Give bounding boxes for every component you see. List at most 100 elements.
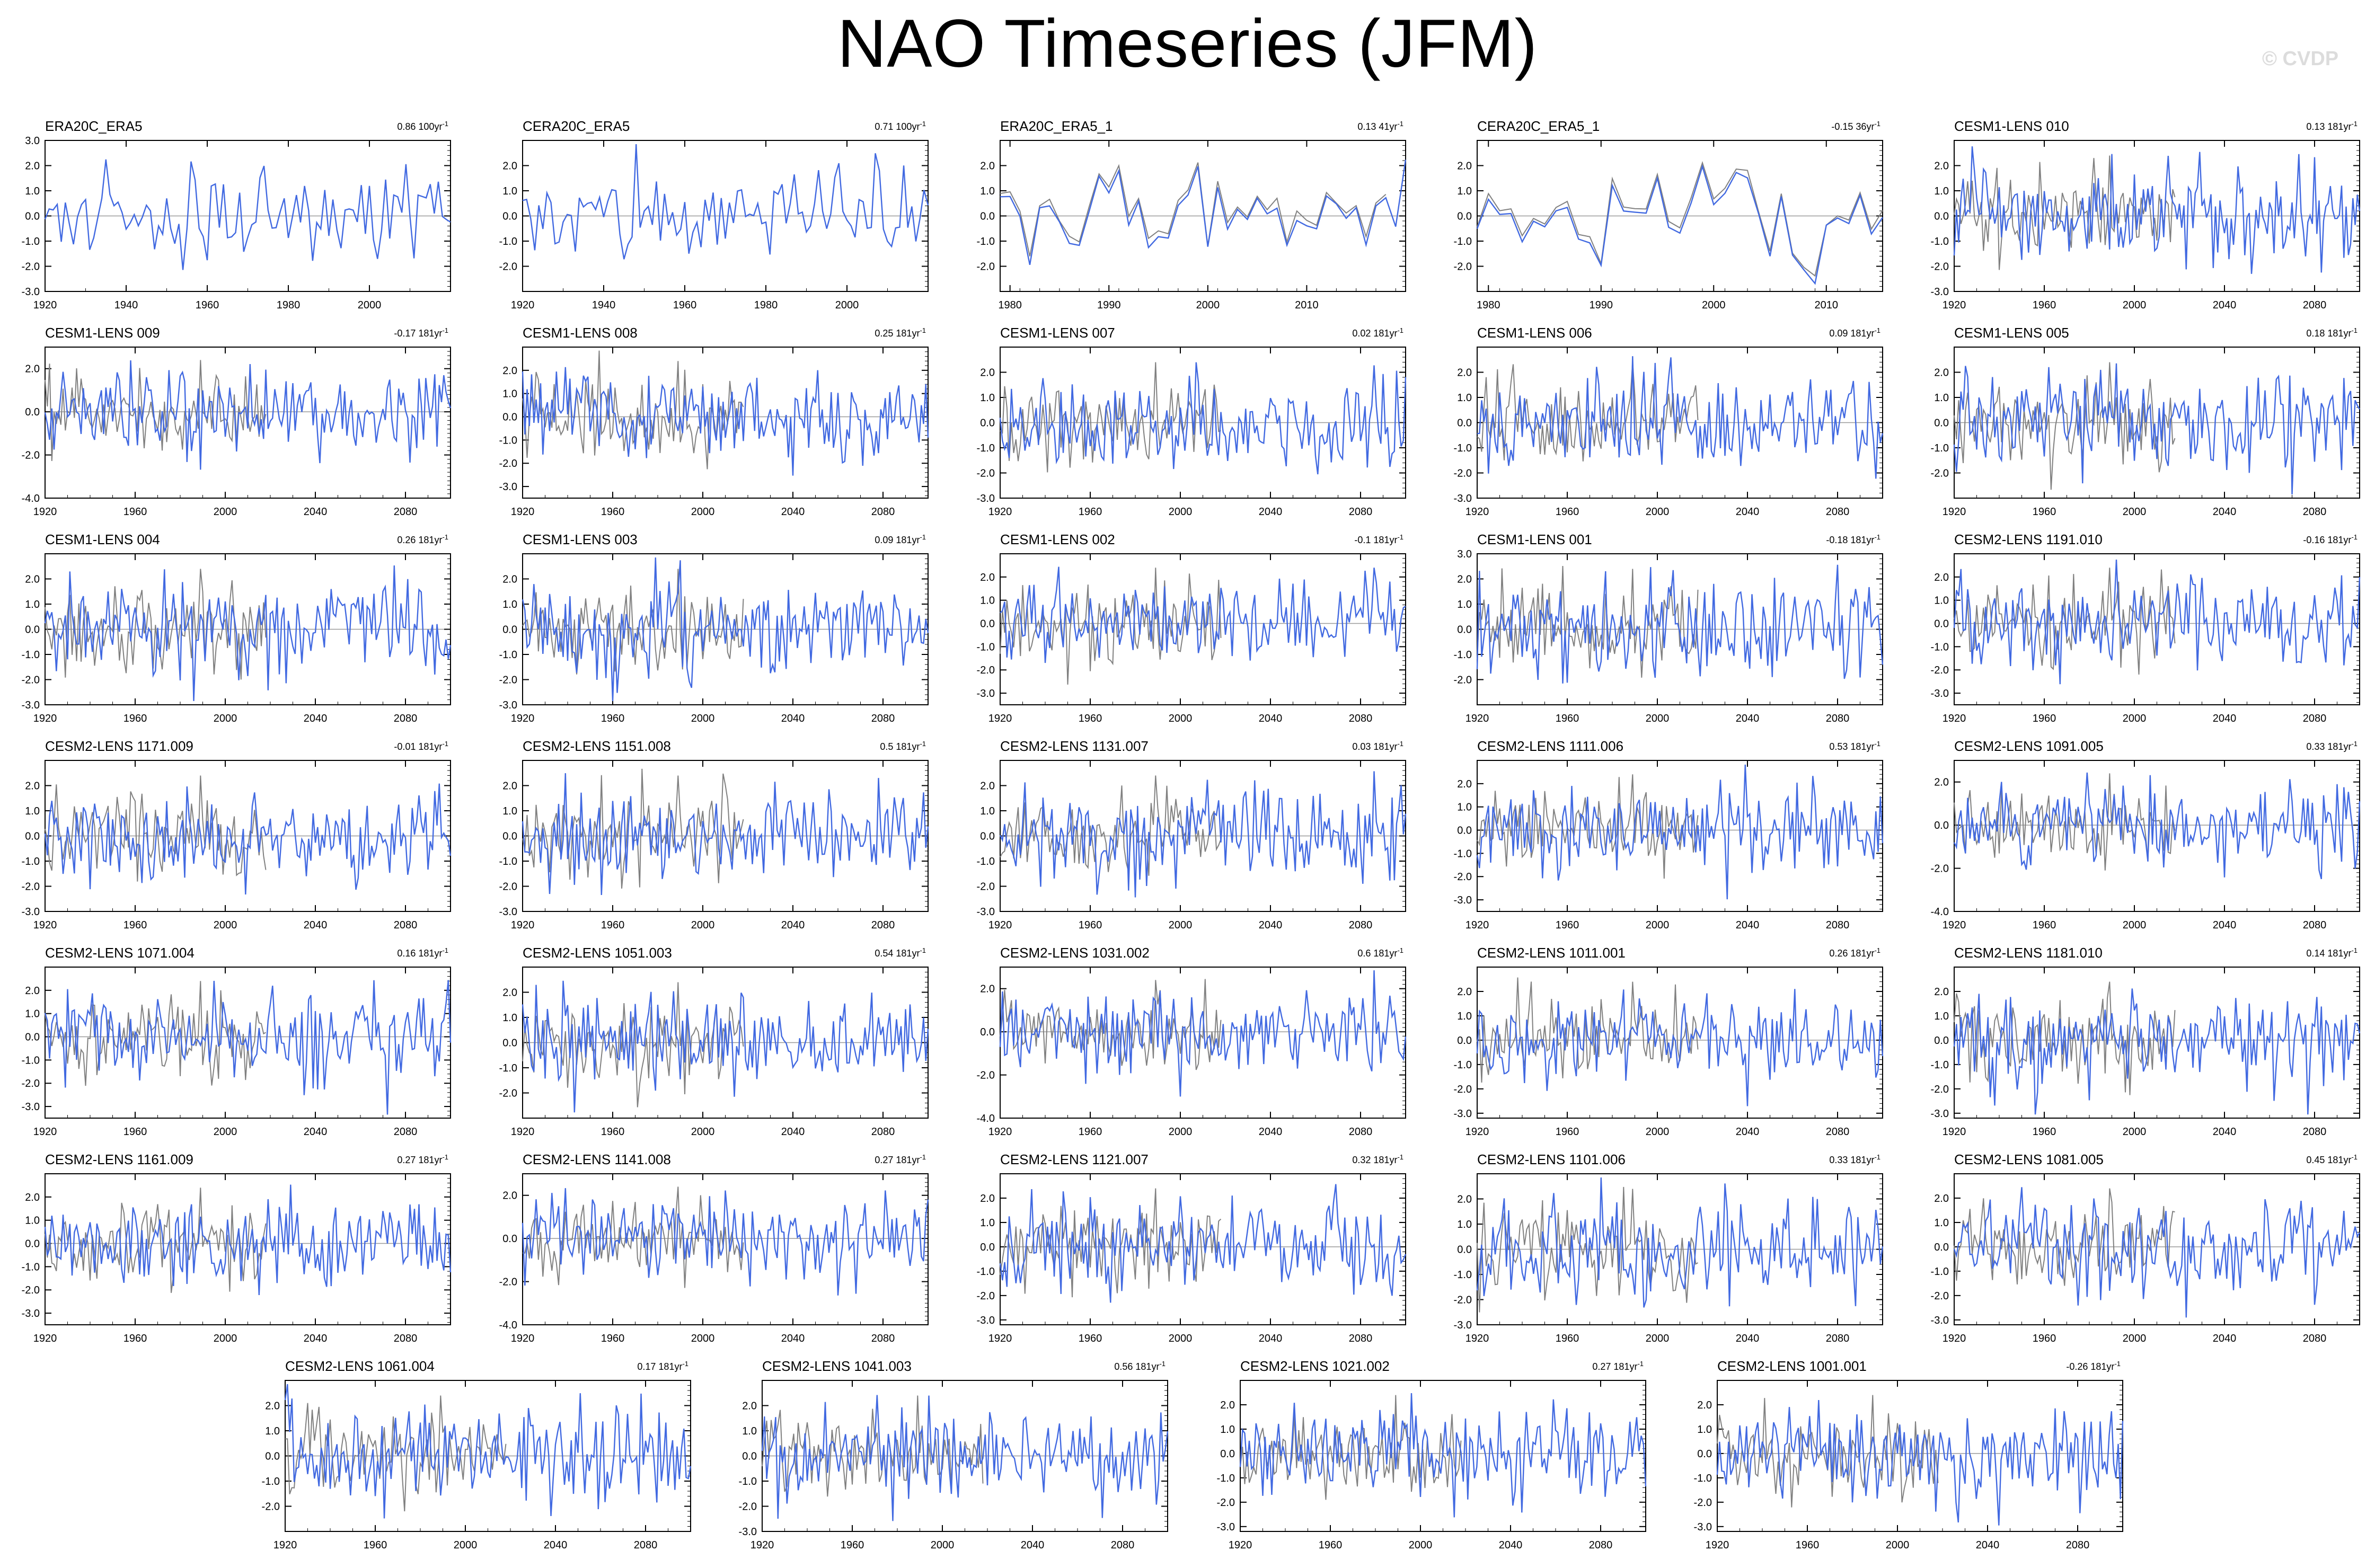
x-tick-label: 1920: [33, 713, 57, 724]
panel-title: CESM1-LENS 004: [45, 531, 160, 547]
trend-label: 0.56 181yr-1: [1114, 1360, 1166, 1372]
y-tick-label: 1.0: [1457, 1011, 1472, 1022]
observation-series: [1000, 162, 1387, 256]
y-tick-label: -2.0: [499, 881, 517, 893]
x-tick-label: 2080: [2303, 1126, 2327, 1138]
observation-series: [523, 1186, 744, 1288]
y-tick-label: -2.0: [977, 261, 995, 273]
x-tick-label: 2000: [1646, 506, 1670, 518]
x-tick-label: 2000: [691, 1126, 715, 1138]
panel-title: CESM2-LENS 1181.010: [1954, 945, 2103, 961]
y-tick-label: -2.0: [22, 675, 40, 686]
panel-title: CESM1-LENS 010: [1954, 118, 2069, 134]
observation-series: [1240, 1395, 1462, 1500]
x-tick-label: 2040: [781, 713, 805, 724]
trend-label: 0.71 100yr-1: [875, 120, 926, 132]
x-tick-label: 1920: [33, 506, 57, 518]
panel-title: CESM2-LENS 1041.003: [762, 1358, 912, 1374]
x-tick-label: 1920: [988, 919, 1012, 931]
y-tick-label: -2.0: [22, 1078, 40, 1089]
y-tick-label: 0.0: [1934, 211, 1949, 223]
y-tick-label: -2.0: [977, 665, 995, 676]
x-tick-label: 2000: [1646, 1333, 1670, 1344]
watermark: © CVDP: [2262, 48, 2339, 70]
y-tick-label: -2.0: [977, 881, 995, 893]
nao-series: [1953, 363, 2361, 494]
x-tick-label: 1920: [1943, 506, 1966, 518]
trend-label: 0.27 181yr-1: [1592, 1360, 1644, 1372]
x-tick-label: 2040: [781, 919, 805, 931]
y-tick-label: 2.0: [1457, 986, 1472, 998]
trend-label: 0.09 181yr-1: [1829, 326, 1880, 339]
plot-frame: [1954, 967, 2360, 1119]
panel-p27: CESM2-LENS 1121.007 0.32 181yr-1 2.0 1.0 0.0…: [977, 1151, 1407, 1344]
trend-label: 0.27 181yr-1: [875, 1153, 926, 1166]
nao-series: [999, 1184, 1407, 1303]
y-tick-label: 0.0: [25, 831, 40, 843]
y-tick-label: 2.0: [25, 364, 40, 375]
x-tick-label: 1960: [196, 299, 219, 311]
y-tick-label: 1.0: [1934, 392, 1949, 404]
observation-series: [1954, 155, 2176, 270]
y-tick-label: 0.0: [980, 1026, 995, 1038]
x-tick-label: 1920: [988, 713, 1012, 724]
observation-series: [1954, 362, 2176, 490]
x-tick-label: 2040: [1736, 713, 1760, 724]
nao-series: [1476, 564, 1884, 684]
x-tick-label: 2080: [394, 506, 418, 518]
y-tick-label: 2.0: [1934, 1193, 1949, 1204]
panel-p28: CESM2-LENS 1101.006 0.33 181yr-1 2.0 1.0 0.0…: [1454, 1151, 1884, 1344]
y-tick-label: 2.0: [25, 1192, 40, 1203]
x-tick-label: 2080: [871, 919, 895, 931]
y-tick-label: -1.0: [977, 856, 995, 867]
nao-series: [44, 1184, 452, 1295]
y-tick-label: -2.0: [262, 1501, 280, 1513]
y-tick-label: 1.0: [1457, 185, 1472, 197]
x-tick-label: 2080: [634, 1539, 658, 1551]
x-tick-label: 1960: [601, 506, 625, 518]
nao-series: [284, 1384, 692, 1519]
y-tick-label: -2.0: [1454, 468, 1472, 480]
y-tick-label: 1.0: [25, 805, 40, 817]
trend-label: 0.09 181yr-1: [875, 533, 926, 546]
y-tick-label: 0.0: [1697, 1448, 1712, 1460]
x-tick-label: 2000: [1702, 299, 1726, 311]
y-tick-label: 2.0: [502, 987, 517, 999]
y-tick-label: 0.0: [1457, 418, 1472, 429]
x-tick-label: 2040: [1736, 919, 1760, 931]
observation-series: [1477, 161, 1883, 277]
x-tick-label: 2040: [781, 1126, 805, 1138]
panel-title: CESM2-LENS 1151.008: [523, 738, 671, 754]
y-tick-label: -2.0: [1217, 1497, 1235, 1509]
y-tick-label: 1.0: [1220, 1424, 1235, 1436]
nao-series: [1000, 160, 1407, 265]
y-tick-label: 2.0: [1457, 367, 1472, 379]
y-tick-label: 2.0: [1457, 161, 1472, 172]
y-tick-label: -3.0: [22, 699, 40, 711]
y-tick-label: -2.0: [499, 675, 517, 686]
x-tick-label: 2040: [781, 1333, 805, 1344]
trend-label: -0.17 181yr-1: [394, 326, 448, 339]
y-tick-label: -1.0: [977, 641, 995, 653]
trend-label: -0.15 36yr-1: [1831, 120, 1880, 132]
y-tick-label: -1.0: [739, 1476, 757, 1487]
y-tick-label: 2.0: [1934, 572, 1949, 583]
y-tick-label: 0.0: [980, 831, 995, 843]
panel-p16: CESM2-LENS 1151.008 0.5 181yr-1 2.0 1.0 0.0 -…: [499, 738, 929, 931]
panel-title: CESM1-LENS 008: [523, 325, 638, 341]
trend-label: 0.13 41yr-1: [1357, 120, 1403, 132]
x-tick-label: 1960: [601, 1126, 625, 1138]
x-tick-label: 2000: [2123, 1333, 2147, 1344]
x-tick-label: 1990: [1097, 299, 1121, 311]
x-tick-label: 2000: [691, 919, 715, 931]
observation-series: [1954, 1188, 2175, 1286]
x-tick-label: 2080: [394, 919, 418, 931]
observation-series: [45, 775, 267, 882]
y-tick-label: -1.0: [1454, 442, 1472, 454]
x-tick-label: 1980: [1477, 299, 1500, 311]
x-tick-label: 2040: [304, 1126, 328, 1138]
y-tick-label: 0.0: [980, 618, 995, 630]
x-tick-label: 1960: [2033, 1126, 2056, 1138]
panel-title: CESM1-LENS 009: [45, 325, 160, 341]
y-tick-label: -1.0: [262, 1476, 280, 1487]
